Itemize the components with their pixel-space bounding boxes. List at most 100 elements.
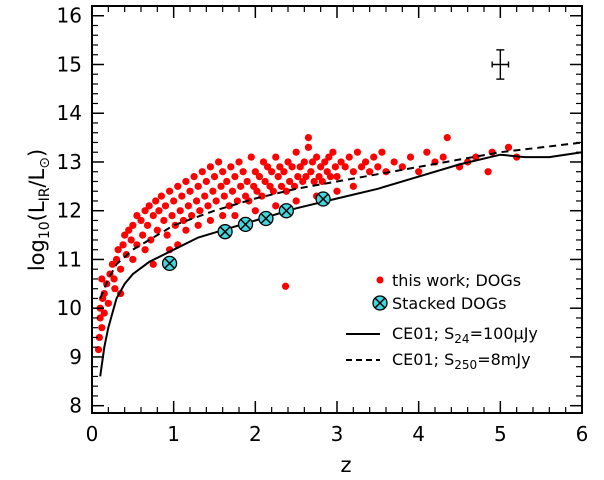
dog-point bbox=[317, 163, 325, 171]
dog-point bbox=[280, 168, 288, 176]
dog-point bbox=[329, 148, 337, 156]
y-title-subir: IR bbox=[37, 187, 53, 201]
dog-point bbox=[415, 168, 423, 176]
dog-point bbox=[170, 197, 178, 205]
stacked-point bbox=[217, 224, 233, 240]
dog-point bbox=[141, 246, 149, 254]
x-tick-label: 3 bbox=[331, 422, 344, 446]
dog-point bbox=[227, 163, 235, 171]
dog-point bbox=[137, 216, 145, 225]
x-tick-label: 6 bbox=[576, 422, 589, 446]
dog-point bbox=[307, 168, 315, 176]
dog-point bbox=[147, 236, 155, 244]
error-bar bbox=[491, 49, 510, 80]
dog-point bbox=[98, 275, 106, 283]
dog-point bbox=[390, 158, 398, 166]
dog-point bbox=[325, 153, 333, 161]
dog-point bbox=[235, 158, 243, 166]
dog-point bbox=[94, 346, 103, 354]
dog-point bbox=[127, 236, 135, 244]
dog-point bbox=[201, 192, 209, 200]
y-title-open: (L bbox=[25, 201, 49, 221]
dog-point bbox=[472, 153, 480, 161]
dog-point bbox=[255, 172, 264, 181]
x-tick-label: 2 bbox=[249, 422, 262, 446]
dog-point bbox=[308, 158, 317, 166]
legend-marker-stacked bbox=[372, 295, 388, 311]
dog-point bbox=[282, 187, 290, 195]
y-axis-title: log10(LIR/L⊙) bbox=[25, 149, 53, 271]
dog-point bbox=[239, 168, 247, 176]
dog-point bbox=[378, 148, 386, 156]
dog-point bbox=[153, 226, 161, 234]
dog-point bbox=[269, 187, 277, 195]
dog-point bbox=[423, 148, 431, 156]
dog-point bbox=[192, 197, 201, 205]
dog-point bbox=[258, 192, 266, 200]
dog-point bbox=[188, 211, 196, 220]
dog-point bbox=[149, 260, 157, 268]
legend-marker-dogs bbox=[376, 276, 384, 284]
dog-point bbox=[206, 216, 215, 225]
dog-point bbox=[304, 143, 313, 151]
dog-point bbox=[202, 177, 210, 186]
dog-point bbox=[333, 172, 341, 181]
dog-point bbox=[439, 153, 447, 161]
dog-point bbox=[294, 172, 302, 181]
dog-point bbox=[210, 172, 219, 181]
dog-point bbox=[304, 134, 313, 142]
dog-point bbox=[292, 148, 300, 156]
y-tick-label: 10 bbox=[57, 296, 82, 320]
dog-point bbox=[160, 216, 168, 225]
dog-point bbox=[125, 226, 133, 234]
dog-point bbox=[326, 172, 335, 181]
dog-point bbox=[268, 168, 276, 176]
dog-point bbox=[179, 216, 188, 225]
dog-point bbox=[504, 143, 513, 151]
dog-point bbox=[296, 163, 304, 171]
y-title-slash: /L bbox=[25, 168, 49, 187]
dog-point bbox=[116, 265, 125, 273]
x-tick-label: 0 bbox=[86, 422, 99, 446]
dogs-series bbox=[94, 134, 521, 354]
dog-point bbox=[165, 187, 174, 195]
dog-point bbox=[220, 192, 228, 200]
dog-point bbox=[247, 153, 255, 161]
dog-point bbox=[194, 221, 202, 229]
y-tick-label: 14 bbox=[57, 101, 82, 125]
y-title-sun: ⊙ bbox=[37, 157, 53, 169]
dog-point bbox=[194, 182, 202, 190]
stacked-series bbox=[161, 191, 331, 272]
dog-point bbox=[174, 182, 182, 190]
dog-point bbox=[284, 158, 292, 166]
legend-label-dogs: this work; DOGs bbox=[392, 271, 521, 290]
dog-point bbox=[225, 202, 233, 210]
dog-point bbox=[357, 163, 366, 171]
dog-point bbox=[206, 163, 215, 171]
ce01-s250-line bbox=[99, 141, 583, 299]
dog-point bbox=[149, 211, 157, 220]
y-tick-label: 11 bbox=[57, 247, 82, 271]
dog-point bbox=[176, 207, 184, 215]
dog-point bbox=[233, 197, 241, 205]
dog-point bbox=[98, 324, 106, 332]
y-tick-label: 12 bbox=[57, 199, 82, 223]
dog-point bbox=[337, 158, 345, 166]
x-tick-label: 4 bbox=[412, 422, 425, 446]
dog-point bbox=[129, 255, 137, 264]
dog-point bbox=[155, 207, 163, 215]
dog-point bbox=[219, 211, 227, 220]
dog-point bbox=[161, 202, 170, 210]
y-title-sub10: 10 bbox=[37, 221, 53, 239]
dog-point bbox=[112, 255, 121, 264]
y-title-close: ) bbox=[25, 149, 49, 157]
dog-point bbox=[141, 207, 149, 215]
dog-point bbox=[145, 202, 153, 210]
stacked-point bbox=[278, 203, 295, 219]
dog-point bbox=[214, 158, 223, 166]
dog-point bbox=[374, 163, 382, 171]
dog-point bbox=[119, 241, 127, 249]
dog-point bbox=[277, 182, 286, 190]
dog-point bbox=[243, 177, 251, 186]
